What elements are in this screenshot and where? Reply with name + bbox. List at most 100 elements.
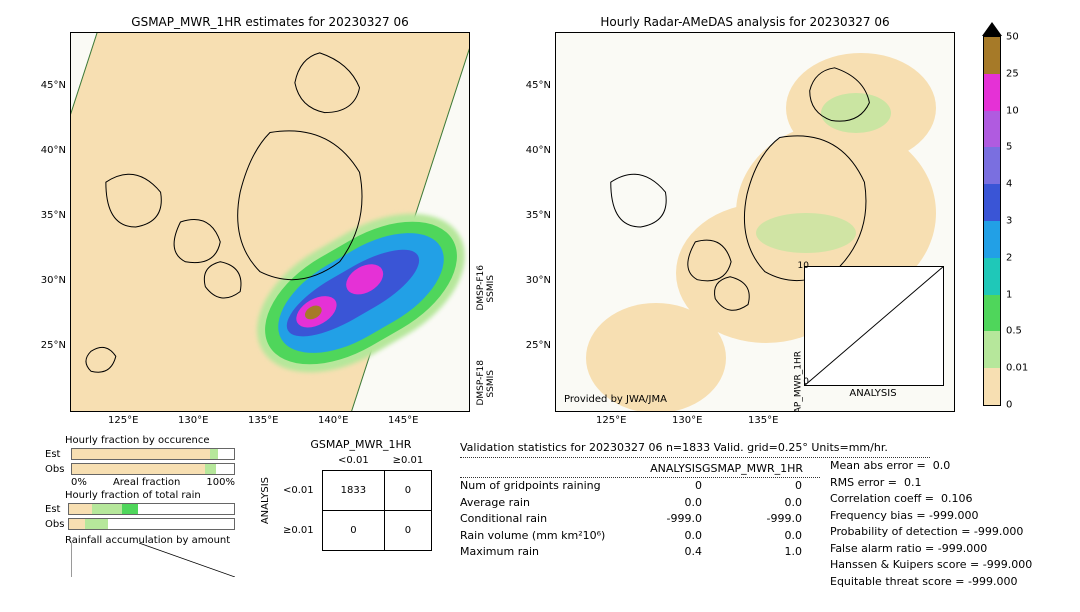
metric-row: Probability of detection = -999.000 [830,524,1070,541]
ytick: 45°N [519,80,551,91]
metric-v: -999.000 [974,525,1023,538]
metric-v: -999.000 [938,542,987,555]
metric-row: Frequency bias = -999.000 [830,508,1070,525]
xtick: 135°E [748,415,778,426]
val-label: Rain volume (mm km²10⁶) [460,528,630,545]
ct-col-lt: <0.01 [322,451,384,471]
xtick: 125°E [596,415,626,426]
xtick: 130°E [672,415,702,426]
val-b: 0 [702,478,802,495]
colorbar: 50 25 10 5 4 3 2 1 0.5 0.01 0 [983,36,1001,406]
ct-col-header: GSMAP_MWR_1HR [290,438,432,451]
val-b: 0.0 [702,528,802,545]
val-row: Num of gridpoints raining00 [460,478,820,495]
ytick: 30°N [34,275,66,286]
ytick: 25°N [34,340,66,351]
cb-tick: 4 [1006,179,1012,190]
sensor-label: DMSP-F18 [476,360,486,406]
xtick: 145°E [388,415,418,426]
val-col-b: GSMAP_MWR_1HR [702,461,802,478]
metric-row: Equitable threat score = -999.000 [830,574,1070,591]
val-a: 0 [630,478,702,495]
contingency-block: GSMAP_MWR_1HR ANALYSIS <0.01 ≥0.01 <0.01… [260,438,432,551]
metric-v: -999.000 [983,558,1032,571]
coastline-left [71,33,469,411]
val-row: Conditional rain-999.0-999.0 [460,511,820,528]
ct-row-lt: <0.01 [275,471,322,511]
val-b: 1.0 [702,544,802,561]
total-rain-title: Hourly fraction of total rain [65,490,235,501]
metric-row: RMS error = 0.1 [830,475,1070,492]
cb-tick: 2 [1006,252,1012,263]
scatter-y0: 0 [803,377,809,387]
metric-v: 0.0 [933,459,951,472]
axis-label: Areal fraction [87,477,207,488]
metric-v: -999.000 [968,575,1017,588]
occurrence-title: Hourly fraction by occurence [65,435,235,446]
row-label: Est [45,504,68,515]
val-col-a: ANALYSIS [630,461,702,478]
xtick: 125°E [108,415,138,426]
scatter-diagonal [805,267,943,385]
axis-tick-0: 0% [71,477,87,488]
validation-header: Validation statistics for 20230327 06 n=… [460,440,930,458]
ytick: 30°N [519,275,551,286]
cb-tick: 0 [1006,400,1012,411]
row-label: Obs [45,464,71,475]
val-label: Num of gridpoints raining [460,478,630,495]
ytick: 45°N [34,80,66,91]
map-left-frame [70,32,470,412]
scatter-xlabel: ANALYSIS [804,388,942,399]
ytick: 35°N [519,210,551,221]
sensor-label: SSMIS [486,275,496,303]
cb-tick: 3 [1006,216,1012,227]
cb-tick: 10 [1006,105,1019,116]
cb-tick: 1 [1006,289,1012,300]
map-left-title: GSMAP_MWR_1HR estimates for 20230327 06 [60,15,480,29]
xtick: 135°E [248,415,278,426]
val-b: -999.0 [702,511,802,528]
val-a: -999.0 [630,511,702,528]
validation-metrics-block: Mean abs error = 0.0 RMS error = 0.1 Cor… [830,458,1070,590]
row-label: Obs [45,519,68,530]
metric-row: Mean abs error = 0.0 [830,458,1070,475]
cb-tick: 5 [1006,142,1012,153]
metric-k: False alarm ratio = [830,542,934,555]
validation-left-block: Validation statistics for 20230327 06 n=… [460,440,820,561]
contingency-table: <0.01 ≥0.01 <0.01 1833 0 ≥0.01 0 0 [275,451,432,551]
val-b: 0.0 [702,495,802,512]
val-a: 0.4 [630,544,702,561]
val-a: 0.0 [630,528,702,545]
sensor-label: SSMIS [486,370,496,398]
ytick: 40°N [519,145,551,156]
ct-col-ge: ≥0.01 [385,451,432,471]
cb-tick: 50 [1006,32,1019,43]
metric-row: Hanssen & Kuipers score = -999.000 [830,557,1070,574]
ytick: 35°N [34,210,66,221]
metric-row: False alarm ratio = -999.000 [830,541,1070,558]
scatter-y10: 10 [798,261,809,271]
metric-k: Correlation coeff = [830,492,934,505]
metric-v: 0.106 [941,492,973,505]
metric-v: -999.000 [929,509,978,522]
occurrence-obs-row: Obs [45,462,235,476]
metric-k: RMS error = [830,476,897,489]
metric-k: Frequency bias = [830,509,926,522]
scatter-inset [804,266,944,386]
metric-v: 0.1 [904,476,922,489]
accum-connector [71,543,235,577]
ytick: 40°N [34,145,66,156]
val-a: 0.0 [630,495,702,512]
total-est-row: Est [45,502,235,516]
map-right-frame: ANALYSIS GSMAP_MWR_1HR 10 0 Provided by … [555,32,955,412]
ytick: 25°N [519,340,551,351]
cb-tick: 0.5 [1006,326,1022,337]
xtick: 130°E [178,415,208,426]
val-label: Average rain [460,495,630,512]
val-label: Maximum rain [460,544,630,561]
ct-cell: 1833 [322,471,384,511]
axis-tick-100: 100% [206,477,235,488]
map-right-title: Hourly Radar-AMeDAS analysis for 2023032… [545,15,945,29]
metric-k: Equitable threat score = [830,575,964,588]
row-label: Est [45,449,71,460]
